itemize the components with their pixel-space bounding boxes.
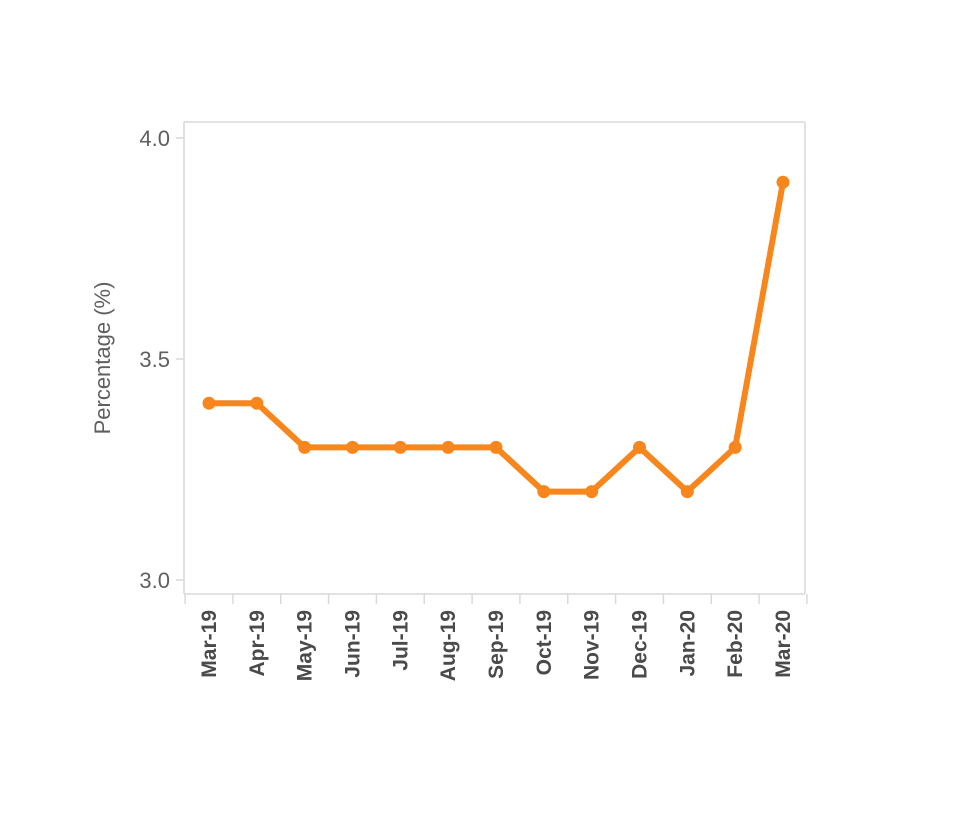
data-point [728,440,742,454]
data-point [680,485,694,499]
data-point [585,485,599,499]
data-point [633,440,646,454]
data-point [202,396,216,410]
series-layer [202,175,790,499]
x-tick-label: Feb-20 [724,610,747,678]
x-tick-label: Mar-20 [772,610,795,678]
x-tick-label: Aug-19 [437,610,460,681]
x-tick-label: Apr-19 [246,610,269,677]
x-tick-label: Mar-19 [198,610,221,678]
x-tick-label: Oct-19 [533,610,556,675]
data-point [298,440,312,454]
x-axis: Mar-19 Apr-19 May-19 Jun-19 Jul-19 Aug-19 Sep-… [184,594,808,681]
data-point [250,396,264,410]
x-tick-label: Jul-19 [389,610,412,671]
y-axis: 3.0 3.5 4.0 [139,126,184,593]
x-tick-label: Nov-19 [581,610,604,680]
data-point [489,440,503,454]
x-tick-label: Jun-19 [342,610,365,678]
y-axis-title: Percentage (%) [90,282,115,435]
data-point [776,175,790,189]
data-point [393,440,407,454]
data-point [346,440,359,454]
plot-frame [183,121,806,595]
y-tick-label: 3.0 [139,568,170,593]
x-tick-label: Dec-19 [629,610,652,679]
data-point [537,485,551,499]
x-tick-label: May-19 [294,610,317,681]
y-tick-label: 3.5 [139,347,170,372]
x-tick-label: Sep-19 [485,610,508,679]
y-tick-label: 4.0 [139,126,170,151]
data-point [441,440,455,454]
x-tick-label: Jan-20 [676,610,699,677]
